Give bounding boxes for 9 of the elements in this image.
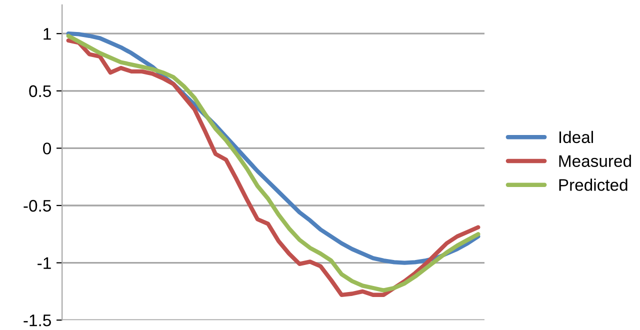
y-tick-label: -1	[38, 257, 51, 269]
y-tick-label: 0.5	[29, 85, 51, 98]
y-tick-label: -0.5	[24, 200, 51, 212]
legend-label: Ideal	[559, 130, 593, 144]
y-tick-label: 1	[44, 28, 51, 40]
y-tick-label: 0	[43, 142, 52, 154]
legend-label: Predicted	[559, 178, 628, 191]
y-tick-label: -1.5	[24, 314, 51, 326]
legend-label: Measured	[559, 154, 631, 167]
